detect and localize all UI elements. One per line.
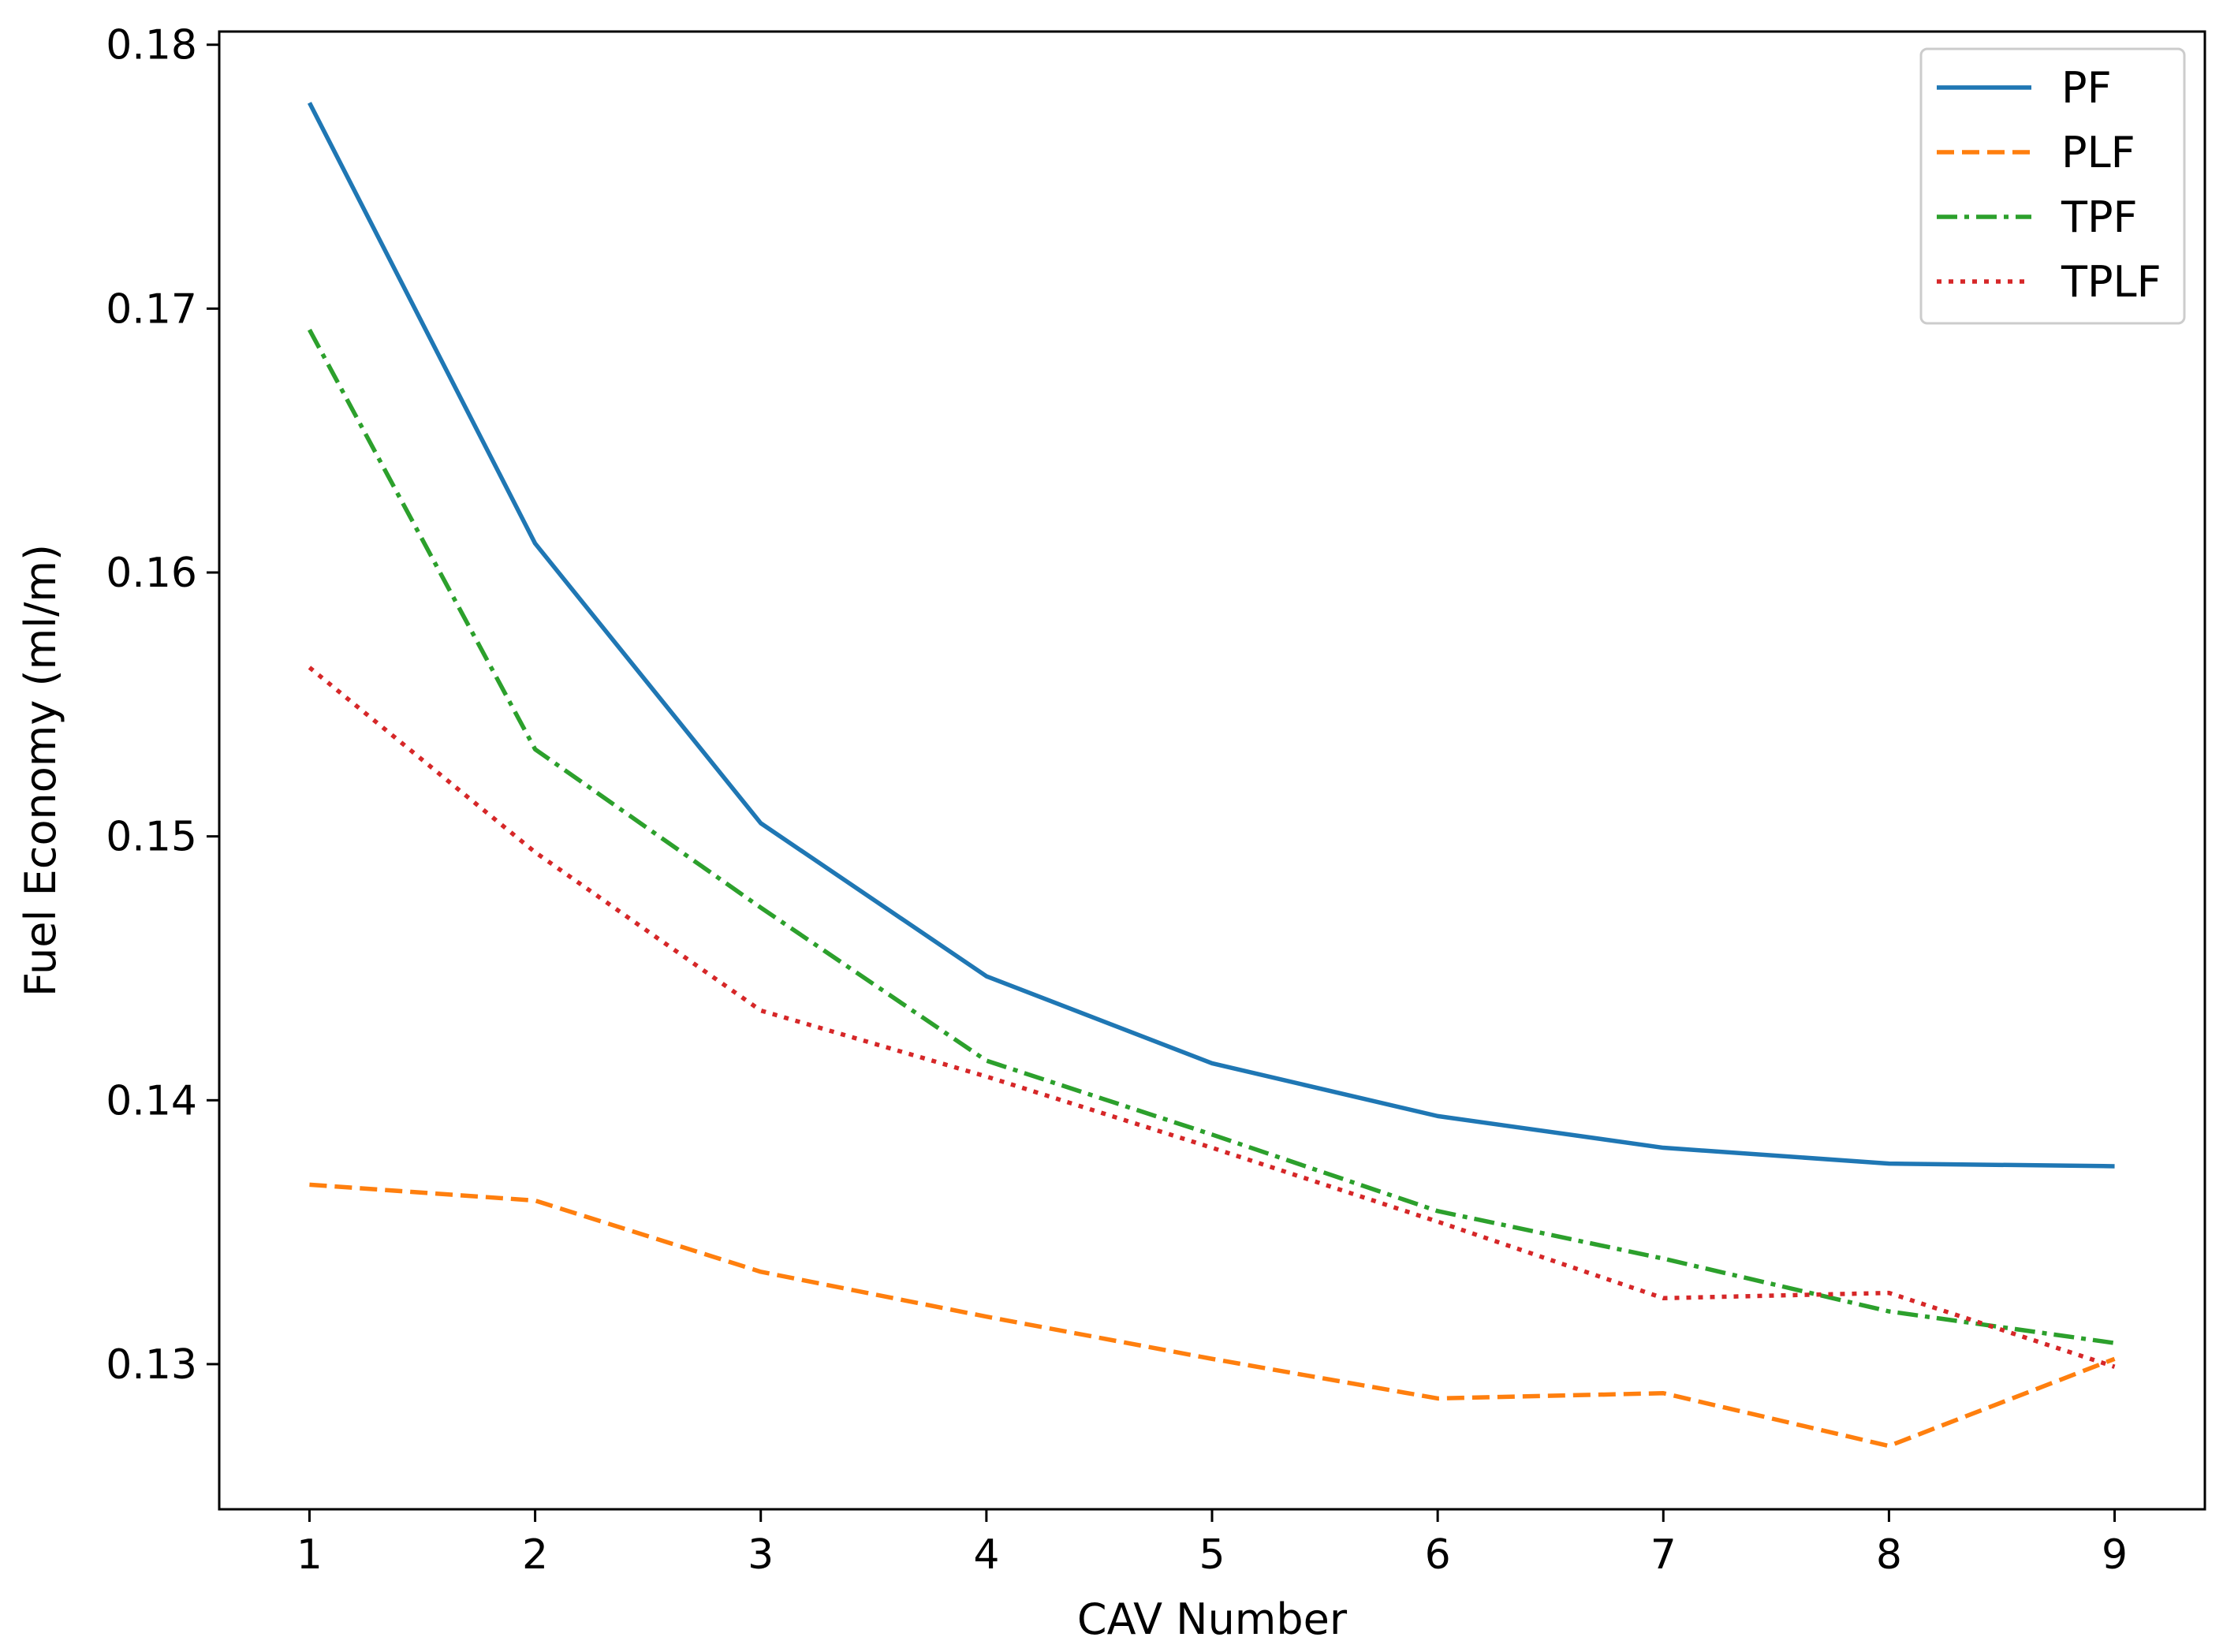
legend-label-tpf: TPF: [2061, 192, 2138, 242]
x-tick-label: 3: [748, 1531, 774, 1579]
legend: PF PLF TPF TPLF: [1919, 47, 2186, 325]
y-tick-label: 0.17: [106, 285, 197, 333]
legend-label-plf: PLF: [2061, 128, 2135, 177]
x-tick-label: 2: [522, 1531, 548, 1579]
x-tick-label: 4: [973, 1531, 999, 1579]
x-tick-label: 1: [297, 1531, 323, 1579]
y-tick-label: 0.14: [106, 1077, 197, 1124]
legend-label-pf: PF: [2061, 63, 2112, 113]
y-tick-label: 0.18: [106, 22, 197, 69]
x-tick-label: 6: [1425, 1531, 1451, 1579]
x-tick-label: 5: [1199, 1531, 1225, 1579]
series-layer: [308, 102, 2116, 1449]
y-axis-label: Fuel Economy (ml/m): [16, 544, 65, 997]
y-tick-label: 0.16: [106, 550, 197, 597]
x-tick-label: 7: [1650, 1531, 1677, 1579]
x-axis-label: CAV Number: [1077, 1594, 1348, 1644]
legend-label-tplf: TPLF: [2061, 257, 2161, 307]
y-tick-label: 0.15: [106, 814, 197, 861]
y-tick-label: 0.13: [106, 1341, 197, 1389]
x-tick-label: 8: [1876, 1531, 1902, 1579]
x-tick-label: 9: [2102, 1531, 2128, 1579]
legend-box: [1919, 47, 2186, 325]
axis-ticks: 1 2 3 4 5 6 7 8 9 0.13 0.14 0.15 0.16 0.17 0.18: [106, 22, 2128, 1579]
